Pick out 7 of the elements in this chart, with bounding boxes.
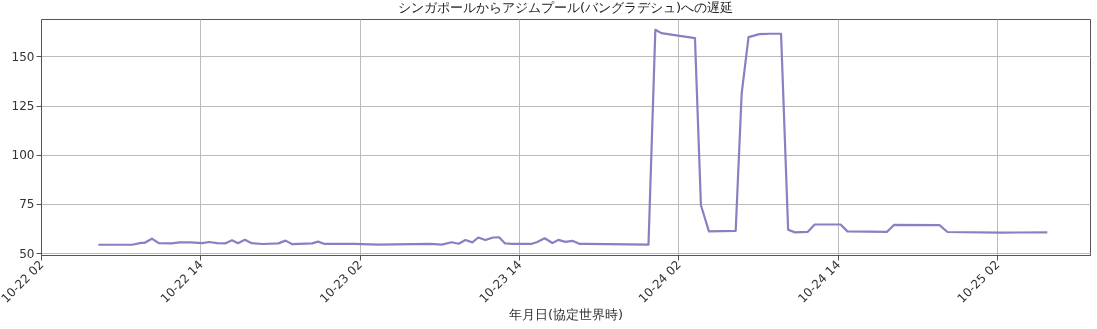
y-tick-label: 50: [19, 246, 35, 261]
x-axis-title: 年月日(協定世界時): [508, 306, 624, 322]
y-tick-label: 125: [11, 99, 35, 114]
chart-title: シンガポールからアジムプール(バングラデシュ)への遅延: [397, 0, 734, 15]
y-tick-label: 100: [11, 148, 35, 163]
y-tick-label: 75: [19, 197, 35, 212]
y-tick-label: 150: [11, 49, 35, 64]
